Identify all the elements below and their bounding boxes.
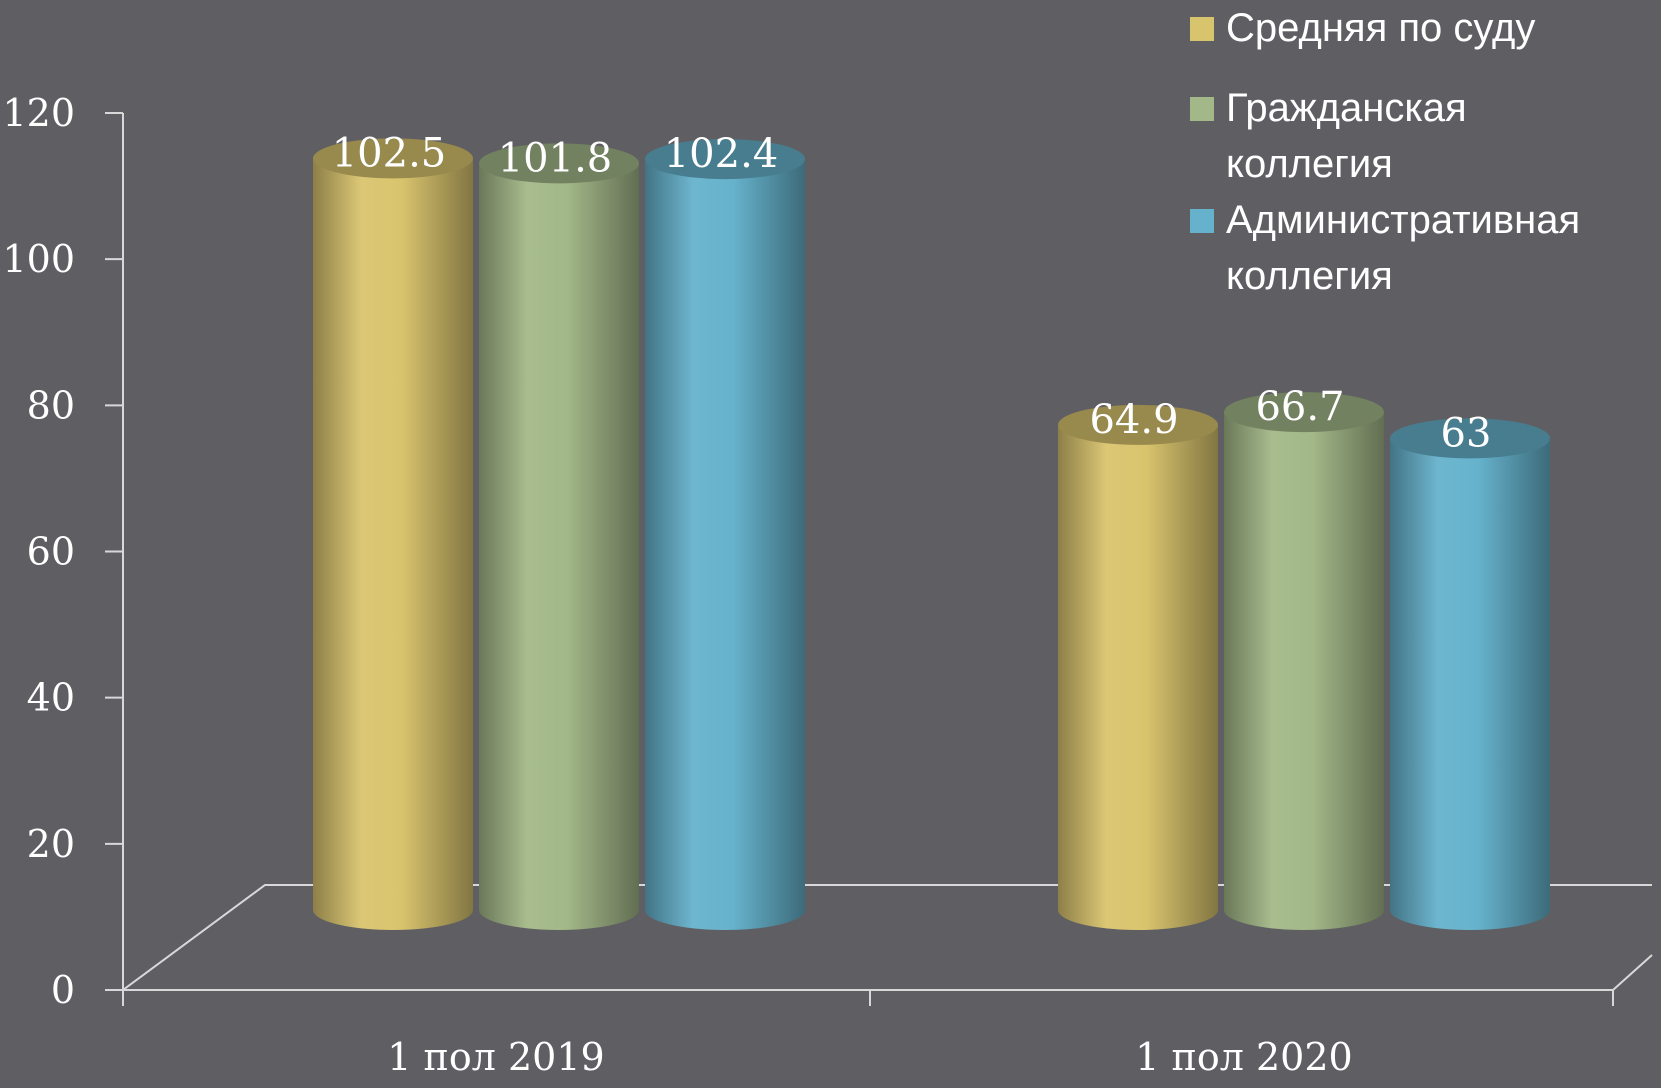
y-tick-label: 40	[27, 676, 75, 720]
y-tick-label: 80	[27, 383, 75, 427]
data-label-average-0: 102.5	[332, 130, 447, 176]
y-tick-label: 20	[27, 822, 75, 866]
bar-civil-1	[1224, 392, 1384, 930]
legend-item-civil: Гражданская коллегия	[1190, 80, 1526, 192]
floor-right-edge	[1612, 954, 1653, 991]
legend: Средняя по суду Гражданская коллегия Адм…	[1190, 0, 1660, 304]
x-tick-label: 1 пол 2020	[1135, 1035, 1352, 1079]
legend-item-average: Средняя по суду	[1190, 0, 1660, 56]
y-tick-label: 60	[27, 530, 75, 574]
legend-swatch-administrative	[1190, 209, 1214, 233]
legend-label-administrative: Административная коллегия	[1226, 198, 1581, 298]
data-label-administrative-1: 63	[1441, 410, 1492, 456]
y-axis: 0 20 40 60 80 100 120	[2, 91, 124, 1012]
data-label-civil-1: 66.7	[1255, 384, 1344, 430]
y-tick-label: 0	[51, 968, 75, 1012]
bar-average-0	[313, 138, 473, 930]
x-tick-label: 1 пол 2019	[387, 1035, 604, 1079]
bar-civil-0	[479, 143, 639, 931]
legend-label-civil: Гражданская коллегия	[1226, 86, 1467, 186]
x-axis: 1 пол 2019 1 пол 2020	[122, 990, 1614, 1079]
legend-swatch-average	[1190, 17, 1214, 41]
data-label-average-1: 64.9	[1089, 397, 1178, 443]
data-label-administrative-0: 102.4	[664, 131, 779, 177]
y-tick-label: 100	[2, 237, 75, 281]
data-labels: 102.5 101.8 102.4 64.9 66.7 63	[332, 130, 1492, 456]
data-label-civil-0: 101.8	[498, 135, 613, 181]
legend-swatch-civil	[1190, 97, 1214, 121]
bar-average-1	[1058, 404, 1218, 930]
legend-label-average: Средняя по суду	[1226, 6, 1536, 50]
legend-item-administrative: Административная коллегия	[1190, 192, 1661, 304]
y-tick-label: 120	[2, 91, 75, 135]
bar-administrative-1	[1390, 418, 1550, 930]
bar-administrative-0	[645, 139, 805, 930]
bars	[313, 138, 1550, 931]
